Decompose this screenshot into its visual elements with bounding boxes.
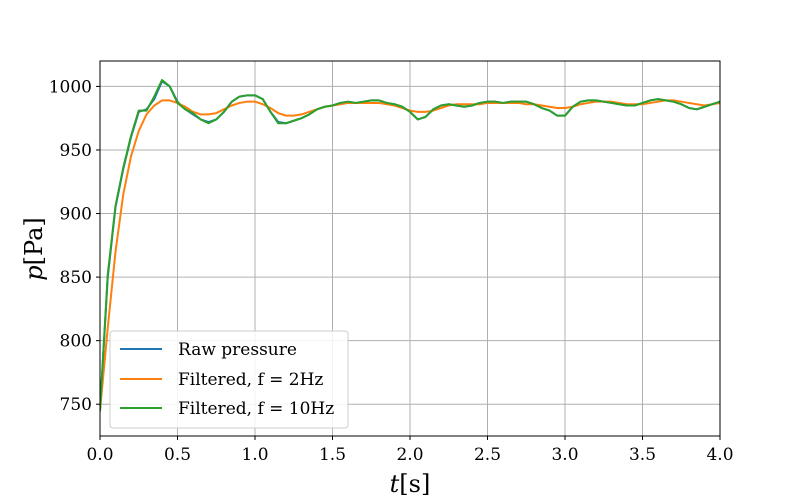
x-axis-label: t[s] [390,470,431,498]
x-axis-variable: t [390,470,400,498]
legend-box [109,330,349,429]
y-tick-label: 800 [60,332,92,352]
x-tick-label: 1.5 [319,445,346,465]
x-tick-label: 2.5 [474,445,501,465]
legend: Raw pressure Filtered, f = 2Hz Filtered,… [109,330,349,429]
y-axis-unit: [Pa] [20,217,48,265]
x-tick-label: 2.0 [396,445,423,465]
x-tick-label: 3.0 [551,445,578,465]
legend-label-raw: Raw pressure [178,340,297,360]
series-filtered-2hz [100,99,720,412]
y-tick-label: 850 [60,268,92,288]
series-lines [100,79,720,412]
y-tick-label: 900 [60,205,92,225]
x-tick-label: 3.5 [629,445,656,465]
x-tick-label: 4.0 [706,445,733,465]
axis-ticks: 0.0 0.5 1.0 1.5 2.0 2.5 3.0 3.5 4.0 750 800 850 900 9… [49,77,734,465]
y-tick-label: 750 [60,395,92,415]
y-tick-label: 1000 [49,77,92,97]
y-tick-label: 950 [60,141,92,161]
y-axis-variable: p [20,265,48,280]
x-tick-label: 0.5 [164,445,191,465]
series-filtered-10hz [100,79,720,412]
x-tick-label: 0.0 [86,445,113,465]
x-tick-label: 1.0 [241,445,268,465]
y-axis-label: p[Pa] [20,217,48,280]
x-axis-unit: [s] [399,470,430,498]
legend-label-10hz: Filtered, f = 10Hz [178,399,334,419]
legend-label-2hz: Filtered, f = 2Hz [178,370,323,390]
